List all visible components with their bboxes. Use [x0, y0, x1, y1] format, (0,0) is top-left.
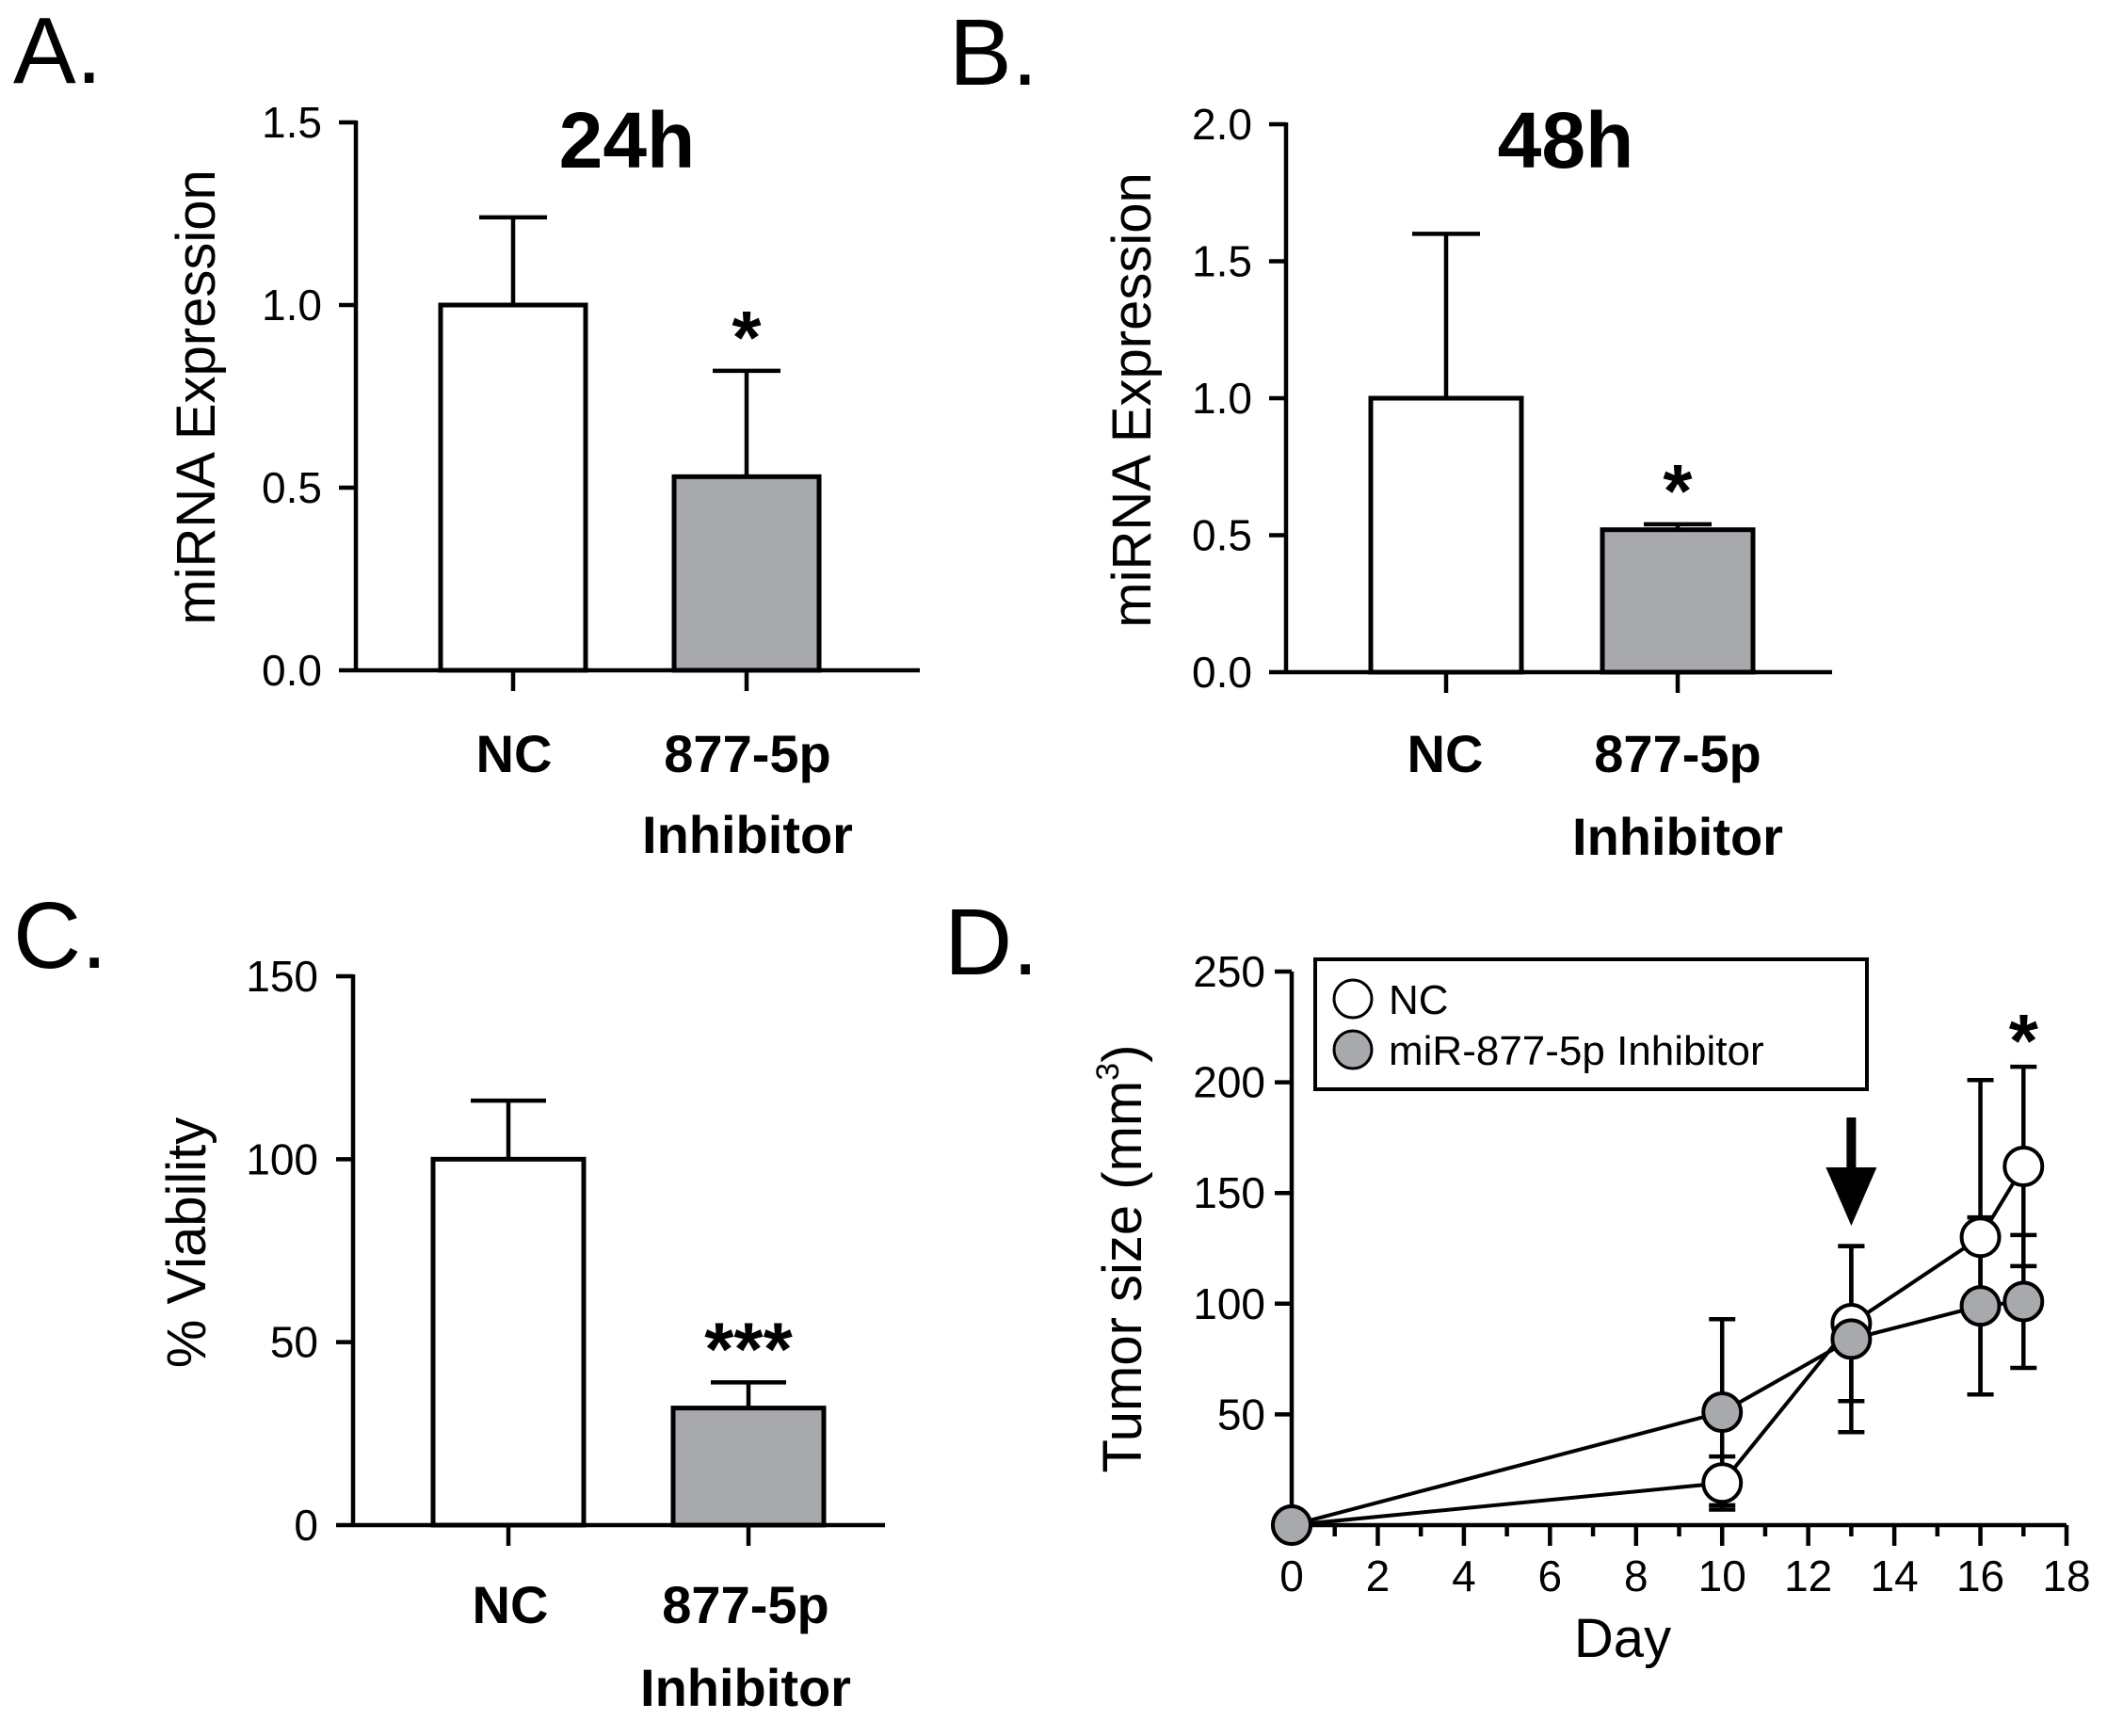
bar [1368, 395, 1524, 675]
bar [438, 302, 588, 673]
data-point [2002, 1280, 2045, 1323]
y-tick-label: 0.0 [262, 646, 322, 695]
data-point [1959, 1216, 2002, 1259]
y-tick-label: 50 [1217, 1390, 1265, 1439]
panel-letter: B. [949, 0, 1037, 105]
chart-title: 48h [1498, 96, 1634, 185]
series-line [1291, 1165, 2025, 1527]
category-label: NC [476, 724, 553, 783]
x-tick-label: 8 [1624, 1551, 1649, 1600]
bar-chart-panel-1: B. 48h miRNA Expression 0.0 0.5 1.0 1.5 2.0 NC * 8… [949, 0, 1832, 866]
y-tick-label: 1.5 [1192, 237, 1252, 286]
legend-label: miR-877-5p Inhibitor [1389, 1028, 1764, 1074]
y-tick-label: 150 [246, 952, 318, 1001]
y-tick-label: 0.0 [1192, 648, 1252, 697]
panel-letter: C. [13, 883, 107, 989]
category-label: NC [473, 1575, 549, 1634]
legend-label: NC [1389, 977, 1449, 1023]
panel-letter: A. [13, 0, 102, 104]
data-point [1701, 1391, 1744, 1434]
series-line [1291, 1299, 2024, 1527]
panel-letter: D. [944, 890, 1038, 995]
bar [430, 1156, 587, 1528]
x-tick-label: 0 [1279, 1551, 1304, 1600]
bar-chart-panel-2: C. % Viability 0 50 100 150 NC *** 877-5p Inhibit… [13, 883, 885, 1717]
y-tick-label: 200 [1193, 1058, 1265, 1107]
chart-title: 24h [559, 96, 696, 185]
legend-marker [1332, 1029, 1374, 1070]
x-tick-label: 4 [1452, 1551, 1476, 1600]
data-point [1830, 1318, 1873, 1360]
y-tick-label: 50 [270, 1318, 318, 1367]
category-label: 877-5p [662, 1575, 828, 1634]
significance-marker: * [1663, 449, 1693, 533]
category-label: NC [1407, 724, 1484, 783]
y-tick-label: 100 [1193, 1279, 1265, 1328]
legend-box [1313, 957, 1869, 1091]
data-point [1701, 1462, 1744, 1504]
data-point [1271, 1504, 1312, 1546]
y-axis-title-close: ) [1092, 1045, 1153, 1063]
x-tick-label: 10 [1698, 1551, 1746, 1600]
significance-marker: *** [704, 1307, 793, 1390]
x-tick-label: 18 [2042, 1551, 2090, 1600]
y-axis-title: Tumor size (mm3) [1090, 1045, 1153, 1473]
y-tick-label: 2.0 [1192, 100, 1252, 149]
category-label: Inhibitor [640, 1658, 851, 1717]
line-chart-panel-3: D. Tumor size (mm3) 50 100 150 200 250 0 2 4 6 8 10 1… [944, 890, 2091, 1669]
bar-chart-panel-0: A. 24h miRNA Expression 0.0 0.5 1.0 1.5 NC * 877-… [13, 0, 920, 864]
arrow-head [1826, 1167, 1877, 1226]
y-tick-label: 1.0 [1192, 374, 1252, 423]
legend-marker [1332, 978, 1374, 1020]
y-tick-label: 100 [246, 1134, 318, 1183]
x-tick-label: 12 [1784, 1551, 1832, 1600]
bar [1600, 527, 1756, 675]
data-point [1959, 1285, 2002, 1327]
x-tick-label: 6 [1538, 1551, 1563, 1600]
data-point [2002, 1145, 2045, 1187]
category-label: Inhibitor [1572, 807, 1783, 866]
x-tick-label: 16 [1956, 1551, 2004, 1600]
category-label: 877-5p [1594, 724, 1761, 783]
bar [670, 1406, 827, 1528]
y-axis-title: % Viability [156, 1117, 217, 1369]
y-axis-title-superscript: 3 [1090, 1063, 1126, 1081]
x-tick-label: 14 [1871, 1551, 1919, 1600]
category-label: 877-5p [664, 724, 830, 783]
x-tick-label: 2 [1366, 1551, 1391, 1600]
significance-marker: * [2009, 999, 2039, 1083]
y-tick-label: 1.0 [262, 281, 322, 330]
y-tick-label: 0.5 [1192, 511, 1252, 560]
y-axis-title-text: Tumor size (mm [1092, 1081, 1153, 1473]
y-tick-label: 150 [1193, 1168, 1265, 1217]
y-tick-label: 0.5 [262, 463, 322, 512]
significance-marker: * [732, 296, 762, 379]
y-tick-label: 1.5 [262, 98, 322, 147]
x-axis-title: Day [1574, 1608, 1671, 1669]
y-axis-title: miRNA Expression [1102, 172, 1163, 627]
category-label: Inhibitor [642, 805, 853, 864]
y-tick-label: 250 [1193, 947, 1265, 996]
y-axis-title: miRNA Expression [166, 169, 227, 624]
y-tick-label: 0 [294, 1501, 318, 1550]
bar [671, 474, 822, 673]
